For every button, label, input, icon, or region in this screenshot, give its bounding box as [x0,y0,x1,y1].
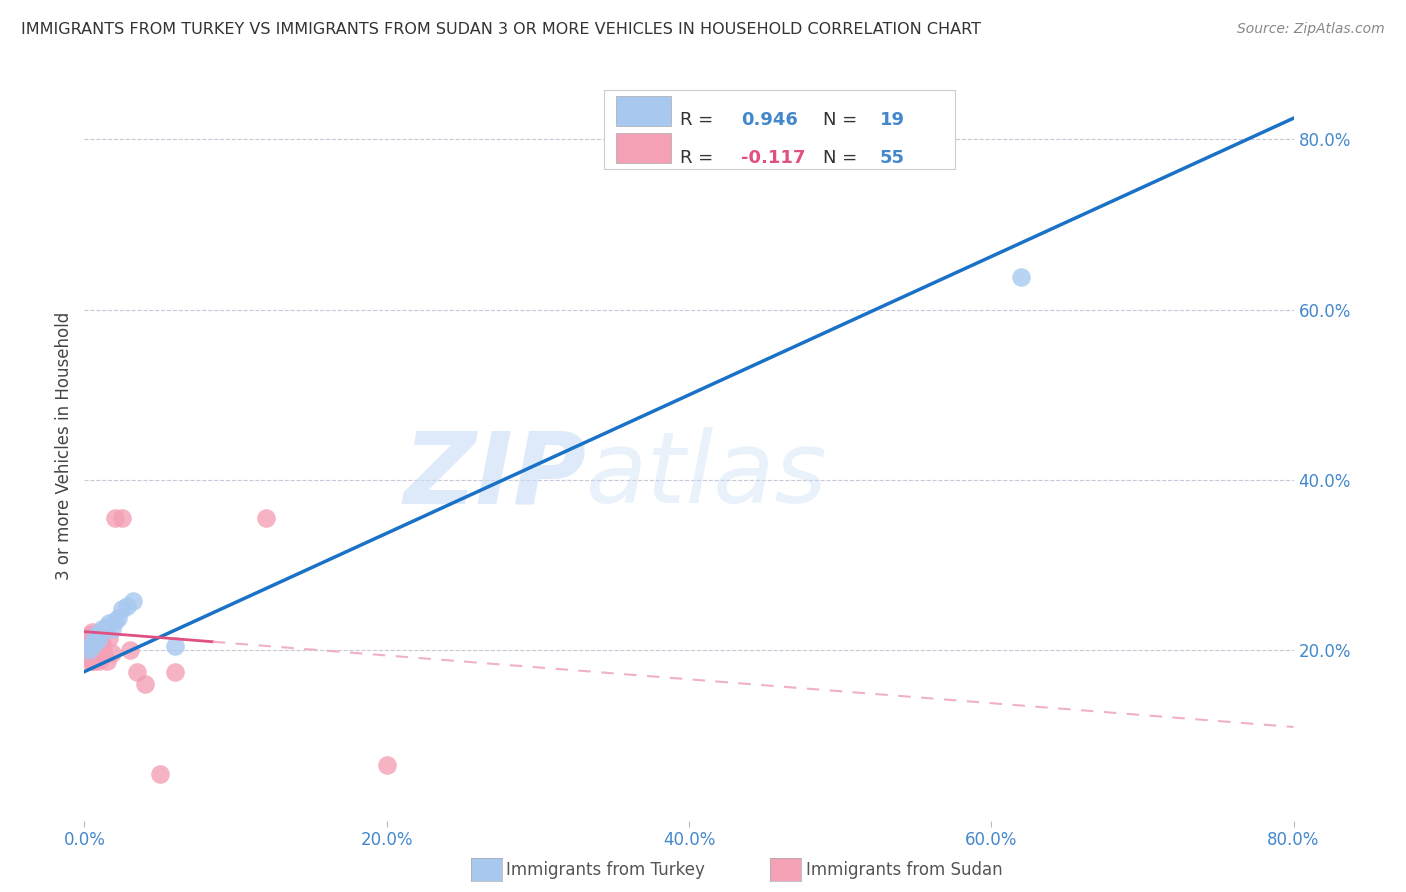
Point [91,636,114,650]
Point [107,611,129,625]
Point [79,647,101,661]
Point [77,654,100,668]
Point [76,645,98,659]
Point [165,665,187,679]
Point [76,650,98,665]
FancyBboxPatch shape [605,90,955,169]
Point [82,628,104,642]
Point [89,631,111,645]
Point [80,654,103,668]
Text: R =: R = [681,149,720,167]
Point [82,641,104,656]
Point [77,631,100,645]
Point [94,619,117,633]
Point [80,649,103,664]
Point [86,643,108,657]
Point [111,511,134,525]
Point [80,643,103,657]
Point [82,635,104,649]
Point [127,665,149,679]
Point [80,639,103,653]
Point [80,639,103,653]
Point [87,633,110,648]
Text: Immigrants from Turkey: Immigrants from Turkey [506,861,704,879]
Text: 55: 55 [880,149,905,167]
Point [76,631,98,645]
Point [76,639,98,653]
Point [82,647,104,661]
Point [86,652,108,666]
Point [79,635,101,649]
Point [111,602,134,616]
Point [121,594,143,608]
Point [86,633,108,648]
Text: Source: ZipAtlas.com: Source: ZipAtlas.com [1237,22,1385,37]
Point [79,628,101,642]
Point [97,616,120,631]
Point [77,643,100,657]
Point [79,641,101,656]
Point [84,639,107,653]
Point [90,639,112,653]
Text: Immigrants from Sudan: Immigrants from Sudan [806,861,1002,879]
Text: 19: 19 [880,112,905,129]
Point [75,639,97,653]
Text: N =: N = [823,149,863,167]
Point [254,511,277,525]
Text: N =: N = [823,112,863,129]
Text: atlas: atlas [586,427,828,524]
Point [84,655,107,669]
Text: ZIP: ZIP [404,427,586,524]
Point [375,758,398,772]
Point [84,630,107,644]
Y-axis label: 3 or more Vehicles in Household: 3 or more Vehicles in Household [55,312,73,580]
Point [90,624,112,639]
Point [115,599,138,613]
Point [75,645,97,659]
Text: R =: R = [681,112,720,129]
Text: -0.117: -0.117 [741,149,806,167]
Point [97,631,120,645]
Point [149,767,172,781]
Point [165,639,187,653]
Point [89,628,111,642]
Point [89,643,111,657]
Point [84,648,107,662]
Point [91,622,114,636]
Point [1011,270,1033,285]
Point [77,639,100,653]
Point [82,635,104,649]
Point [100,646,122,660]
Point [79,652,101,666]
Point [77,648,100,662]
FancyBboxPatch shape [616,96,671,126]
Point [118,643,141,657]
Point [93,647,115,661]
Point [77,643,100,657]
Point [80,624,103,639]
Text: IMMIGRANTS FROM TURKEY VS IMMIGRANTS FROM SUDAN 3 OR MORE VEHICLES IN HOUSEHOLD : IMMIGRANTS FROM TURKEY VS IMMIGRANTS FRO… [21,22,981,37]
Point [134,677,156,691]
Point [96,654,118,668]
Point [84,631,107,645]
Text: 0.946: 0.946 [741,112,797,129]
Point [100,622,122,636]
Point [80,633,103,648]
Point [91,650,114,665]
Point [87,635,110,649]
Point [89,654,111,668]
Point [87,648,110,662]
Point [82,652,104,666]
FancyBboxPatch shape [616,133,671,162]
Point [104,511,127,525]
Point [86,628,108,642]
Point [104,614,127,628]
